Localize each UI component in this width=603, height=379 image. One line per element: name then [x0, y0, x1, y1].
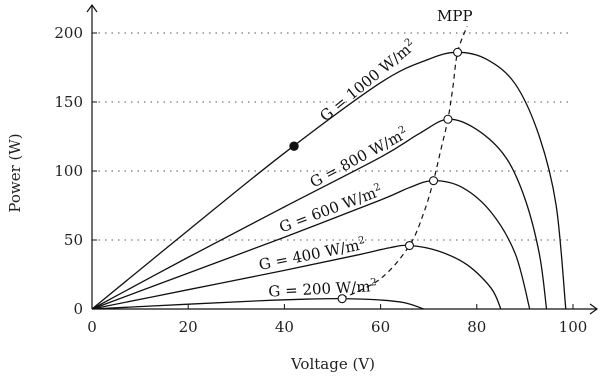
- y-ticks: 0 50 100 150 200: [54, 24, 97, 318]
- x-tick-label-100: 100: [559, 318, 588, 336]
- curve-label-text-0: G = 1000 W/m: [316, 41, 414, 126]
- curve-label-text-4: G = 200 W/m: [268, 278, 371, 301]
- curve-label-2: G = 600 W/m2: [277, 182, 385, 237]
- curve-line-0: [91, 51, 567, 310]
- x-tick-label-80: 80: [467, 318, 486, 336]
- y-tick-label-150: 150: [54, 93, 83, 111]
- mpp-point-0: [453, 47, 463, 57]
- mpp-dashed-line: [341, 25, 468, 300]
- y-tick-label-100: 100: [54, 162, 83, 180]
- operating-point: [289, 141, 299, 151]
- curve-label-4: G = 200 W/m2: [268, 277, 377, 300]
- mpp-point-2: [428, 176, 439, 186]
- y-tick-label-50: 50: [64, 231, 83, 249]
- x-axis-arrow: [589, 303, 599, 315]
- curve-label-sup-0: 2: [403, 36, 415, 49]
- y-tick-label-200: 200: [54, 24, 83, 42]
- mpp-point-4: [337, 294, 347, 304]
- curve-label-sup-2: 2: [372, 182, 382, 195]
- curve-line-4: [91, 297, 425, 310]
- curve-line-1: [91, 118, 548, 310]
- curve-line-3: [91, 244, 502, 310]
- curve-label-text-1: G = 800 W/m: [307, 127, 406, 191]
- x-tick-label-60: 60: [371, 318, 390, 336]
- x-ticks: 0 20 40 60 80 100: [87, 304, 587, 336]
- curve-label-sup-1: 2: [397, 124, 408, 137]
- mpp-label: MPP: [437, 7, 473, 25]
- grid-lines: [92, 32, 573, 241]
- curve-line-2: [91, 180, 531, 310]
- x-tick-label-0: 0: [87, 318, 97, 336]
- mpp-trajectory: [341, 25, 468, 300]
- curve-label-sup-4: 2: [370, 277, 377, 288]
- x-tick-label-40: 40: [275, 318, 294, 336]
- curve-label-sup-3: 2: [357, 235, 365, 247]
- mpp-point-3: [404, 240, 415, 251]
- mpp-point-1: [443, 114, 453, 124]
- y-axis-arrow: [86, 3, 98, 13]
- curve-labels: G = 1000 W/m2G = 800 W/m2G = 600 W/m2G =…: [257, 36, 419, 300]
- y-tick-label-0: 0: [73, 300, 83, 318]
- x-tick-label-20: 20: [179, 318, 198, 336]
- curve-label-0: G = 1000 W/m2: [316, 36, 419, 125]
- y-axis-title: Power (W): [6, 133, 24, 212]
- curve-label-1: G = 800 W/m2: [307, 124, 411, 191]
- mpp-markers: [289, 47, 463, 304]
- x-axis-title: Voltage (V): [290, 355, 375, 373]
- curve-label-text-2: G = 600 W/m: [277, 184, 379, 237]
- axes: [86, 3, 599, 315]
